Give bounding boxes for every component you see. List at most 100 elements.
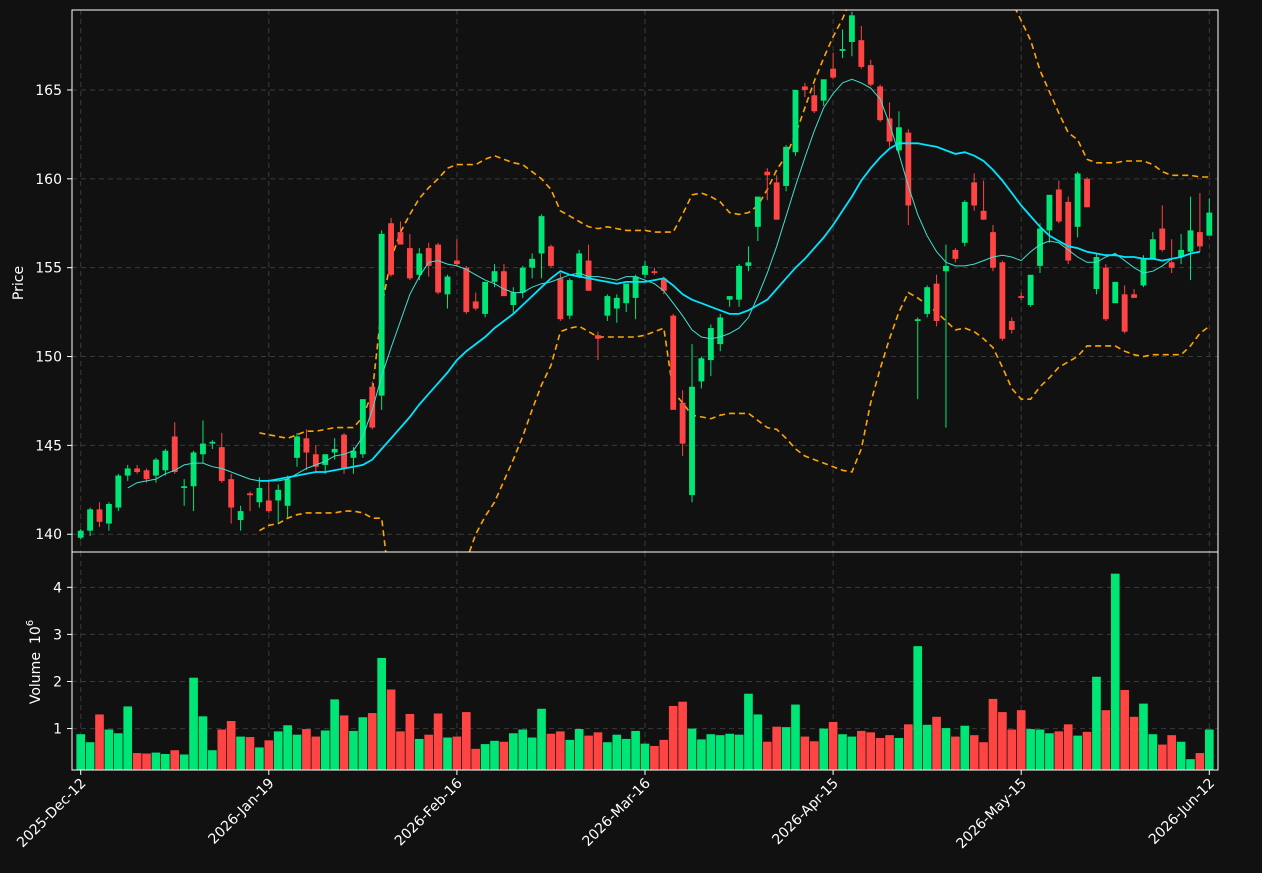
candle-body bbox=[191, 452, 197, 486]
volume-bar bbox=[612, 735, 621, 770]
candle-body bbox=[445, 277, 451, 295]
volume-bar bbox=[1130, 717, 1139, 770]
candle-body bbox=[1188, 230, 1194, 251]
volume-bar bbox=[1017, 710, 1026, 770]
volume-bar bbox=[829, 722, 838, 770]
volume-bar bbox=[998, 712, 1007, 770]
volume-bar bbox=[396, 731, 405, 770]
candle-body bbox=[604, 296, 610, 316]
volume-bar bbox=[180, 754, 189, 770]
volume-bar bbox=[1102, 710, 1111, 770]
candle-body bbox=[1009, 321, 1015, 330]
volume-bar bbox=[142, 754, 151, 770]
volume-bar bbox=[330, 699, 339, 770]
volume-bar bbox=[1036, 730, 1045, 770]
candle-body bbox=[463, 268, 469, 312]
candle-body bbox=[332, 449, 338, 453]
candle-body bbox=[990, 232, 996, 268]
candle-body bbox=[689, 387, 695, 495]
candle-body bbox=[285, 479, 291, 506]
volume-bar bbox=[1139, 704, 1148, 770]
candle-body bbox=[858, 40, 864, 67]
candle-body bbox=[868, 65, 874, 85]
price-tick-label: 140 bbox=[35, 527, 62, 543]
candle-body bbox=[755, 197, 761, 227]
price-tick-label: 150 bbox=[35, 350, 62, 366]
volume-bar bbox=[189, 678, 198, 770]
candle-body bbox=[209, 442, 215, 444]
volume-bar bbox=[876, 738, 885, 770]
candle-body bbox=[134, 468, 140, 472]
candle-body bbox=[642, 266, 648, 275]
candle-body bbox=[492, 271, 498, 282]
candle-body bbox=[238, 511, 244, 520]
candle-body bbox=[793, 90, 799, 152]
volume-bar bbox=[518, 730, 527, 770]
candle-body bbox=[934, 284, 940, 321]
candle-body bbox=[1131, 294, 1137, 298]
volume-bar bbox=[349, 731, 358, 770]
volume-bar bbox=[236, 737, 245, 770]
candle-body bbox=[1037, 229, 1043, 266]
candle-body bbox=[1112, 282, 1118, 303]
volume-bar bbox=[340, 715, 349, 770]
candle-body bbox=[388, 223, 394, 275]
candle-body bbox=[849, 15, 855, 42]
candle-body bbox=[501, 271, 507, 296]
candle-body bbox=[1159, 229, 1165, 250]
volume-bar bbox=[923, 725, 932, 770]
candle-body bbox=[999, 262, 1005, 338]
volume-bar bbox=[838, 734, 847, 770]
candle-body bbox=[670, 316, 676, 410]
volume-bar bbox=[415, 739, 424, 770]
candle-body bbox=[783, 147, 789, 186]
volume-bar bbox=[246, 737, 255, 770]
candle-body bbox=[78, 531, 84, 538]
candle-body bbox=[416, 253, 422, 274]
candle-body bbox=[736, 266, 742, 300]
volume-bar bbox=[989, 699, 998, 770]
volume-bar bbox=[406, 714, 415, 770]
volume-bar bbox=[1007, 730, 1016, 770]
volume-bar bbox=[283, 725, 292, 770]
candle-body bbox=[360, 399, 366, 454]
candle-body bbox=[548, 246, 554, 266]
volume-bar bbox=[500, 742, 509, 770]
volume-bar bbox=[1167, 735, 1176, 770]
volume-bar bbox=[641, 744, 650, 770]
candle-body bbox=[200, 444, 206, 455]
volume-bar bbox=[1149, 734, 1158, 770]
volume-bar bbox=[810, 741, 819, 770]
candle-body bbox=[595, 335, 601, 339]
volume-bar bbox=[95, 714, 104, 770]
volume-bar bbox=[312, 737, 321, 770]
price-axis-title: Price bbox=[11, 266, 27, 300]
candle-body bbox=[1046, 195, 1052, 231]
volume-axis-title: Volume106 bbox=[25, 620, 44, 704]
candle-body bbox=[623, 284, 629, 304]
volume-bar bbox=[1177, 742, 1186, 770]
price-tick-label: 165 bbox=[35, 83, 62, 99]
volume-bar bbox=[105, 730, 114, 770]
candle-body bbox=[266, 500, 272, 511]
volume-bar bbox=[688, 729, 697, 770]
volume-bar bbox=[951, 737, 960, 770]
candle-body bbox=[962, 202, 968, 243]
candle-body bbox=[557, 278, 563, 319]
volume-bar bbox=[462, 712, 471, 770]
candle-body bbox=[830, 69, 836, 78]
candle-body bbox=[567, 280, 573, 316]
volume-bar bbox=[848, 737, 857, 770]
volume-bar bbox=[669, 706, 678, 770]
volume-bar bbox=[866, 732, 875, 770]
volume-bar bbox=[1026, 729, 1035, 770]
candle-body bbox=[341, 435, 347, 469]
candle-body bbox=[915, 319, 921, 321]
volume-bar bbox=[227, 721, 236, 770]
candle-body bbox=[952, 250, 958, 259]
candle-body bbox=[106, 504, 112, 524]
candle-body bbox=[717, 317, 723, 344]
candle-body bbox=[125, 468, 131, 475]
volume-bar bbox=[208, 750, 217, 770]
